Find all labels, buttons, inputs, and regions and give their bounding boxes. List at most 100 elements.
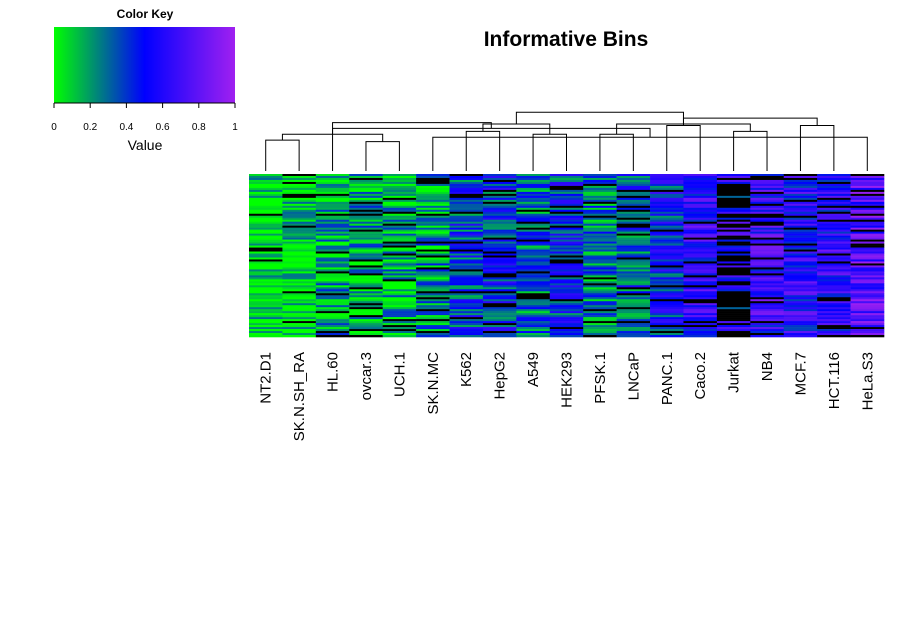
heatmap-cell <box>683 217 718 221</box>
heatmap-cell <box>750 201 785 205</box>
heatmap-cell <box>583 209 617 213</box>
heatmap-cell <box>583 179 617 183</box>
heatmap-cell <box>616 279 651 282</box>
heatmap-cell <box>650 287 684 290</box>
column-label: SK.N.MC <box>425 352 442 415</box>
heatmap-cell <box>349 227 383 230</box>
heatmap-cell <box>716 305 751 308</box>
heatmap-cell <box>249 319 283 322</box>
heatmap-cell <box>683 199 718 203</box>
heatmap-cell <box>516 189 551 193</box>
heatmap-cell <box>382 245 417 248</box>
heatmap-cell <box>750 257 785 260</box>
heatmap-cell <box>583 331 617 334</box>
heatmap-cell <box>850 201 885 205</box>
heatmap-cell <box>516 219 551 223</box>
heatmap-cell <box>716 317 751 320</box>
heatmap-cell <box>482 267 517 270</box>
heatmap-cell <box>516 205 551 209</box>
heatmap-cell <box>282 249 317 252</box>
heatmap-cell <box>449 205 484 209</box>
heatmap-cell <box>817 239 851 242</box>
heatmap-cell <box>716 249 751 252</box>
heatmap-cell <box>482 265 517 268</box>
heatmap-cell <box>583 317 617 320</box>
heatmap-cell <box>683 235 718 238</box>
heatmap-cell <box>583 199 617 203</box>
heatmap-cell <box>549 263 584 266</box>
heatmap-cell <box>349 203 383 207</box>
heatmap-cell <box>382 311 417 314</box>
heatmap-cell <box>583 233 617 236</box>
heatmap-cell <box>750 333 785 336</box>
heatmap-cell <box>249 325 283 328</box>
heatmap-cell <box>616 197 651 201</box>
heatmap-cell <box>750 281 785 284</box>
heatmap-cell <box>817 179 851 183</box>
heatmap-cell <box>783 213 818 217</box>
heatmap-cell <box>716 215 751 219</box>
heatmap-cell <box>282 327 317 330</box>
heatmap-cell <box>482 207 517 211</box>
heatmap-cell <box>449 187 484 191</box>
heatmap-cell <box>516 323 551 326</box>
heatmap-cell <box>482 305 517 308</box>
dendrogram-branch <box>365 141 400 171</box>
heatmap-cell <box>482 223 517 226</box>
heatmap-cell <box>382 223 417 226</box>
heatmap-cell <box>850 247 885 250</box>
heatmap-cell <box>449 245 484 248</box>
heatmap-cell <box>817 285 851 288</box>
heatmap-cell <box>783 277 818 280</box>
heatmap-cell <box>750 217 785 221</box>
heatmap-cell <box>650 193 684 197</box>
heatmap-cell <box>382 229 417 232</box>
heatmap-cell <box>817 277 851 280</box>
heatmap-cell <box>449 235 484 238</box>
heatmap-cell <box>850 273 885 276</box>
heatmap-cell <box>516 313 551 316</box>
heatmap-cell <box>549 197 584 201</box>
heatmap-cell <box>783 291 818 294</box>
heatmap-cell <box>850 233 885 236</box>
heatmap-cell <box>516 281 551 284</box>
heatmap-cell <box>249 245 283 248</box>
heatmap-cell <box>817 293 851 296</box>
heatmap-cell <box>315 193 350 197</box>
column-label: A549 <box>525 352 542 387</box>
heatmap-cell <box>650 197 684 201</box>
heatmap-cell <box>315 219 350 223</box>
heatmap-cell <box>315 237 350 240</box>
heatmap-cell <box>416 313 450 316</box>
heatmap-cell <box>282 295 317 298</box>
heatmap-cell <box>783 265 818 268</box>
heatmap-cell <box>683 223 718 226</box>
dendrogram-branch <box>733 130 768 171</box>
heatmap-cell <box>616 305 651 308</box>
heatmap-cell <box>716 319 751 322</box>
heatmap-cell <box>449 211 484 215</box>
heatmap-cell <box>315 213 350 217</box>
heatmap-cell <box>683 269 718 272</box>
heatmap-cell <box>315 301 350 304</box>
heatmap-cell <box>549 189 584 193</box>
dendrogram-branch <box>532 133 567 171</box>
heatmap-cell <box>382 315 417 318</box>
heatmap-cell <box>750 215 785 219</box>
heatmap-cell <box>783 183 818 187</box>
heatmap-cell <box>349 209 383 213</box>
heatmap-cell <box>583 275 617 278</box>
heatmap-cell <box>783 333 818 336</box>
heatmap-cell <box>783 295 818 298</box>
heatmap-cell <box>683 321 718 324</box>
heatmap-cell <box>282 311 317 314</box>
heatmap-cell <box>783 315 818 318</box>
heatmap-cell <box>349 311 383 314</box>
heatmap-cell <box>249 203 283 207</box>
heatmap-cell <box>416 191 450 195</box>
heatmap-cell <box>482 181 517 185</box>
column-label: HepG2 <box>492 352 509 400</box>
heatmap-cell <box>315 335 350 338</box>
heatmap-cell <box>616 251 651 254</box>
heatmap-cell <box>616 233 651 236</box>
